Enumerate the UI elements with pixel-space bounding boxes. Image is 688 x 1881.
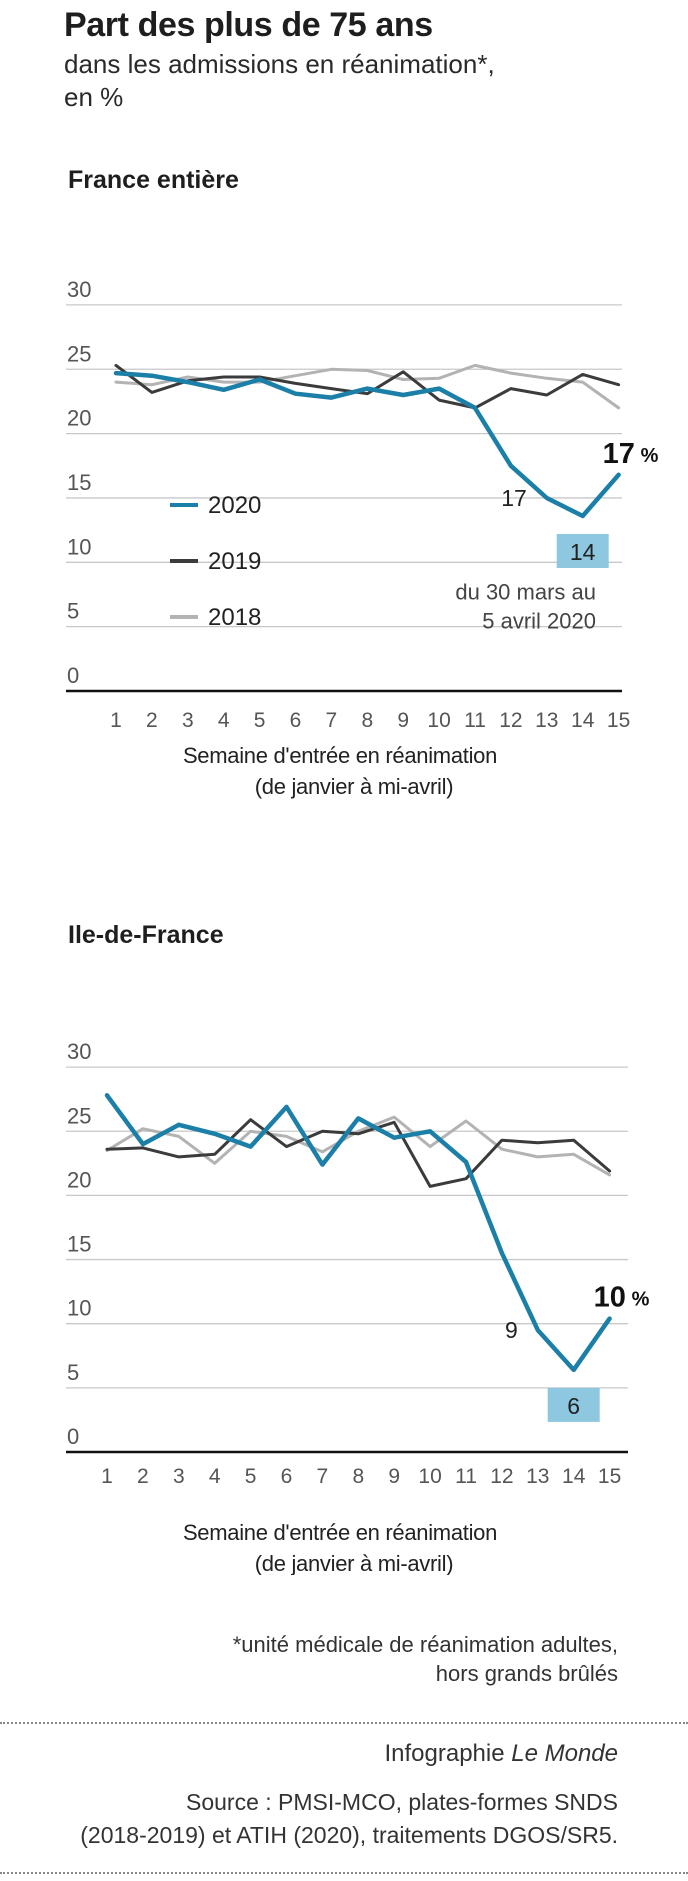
x-tick-label: 6 xyxy=(281,1465,293,1488)
series-line-2020 xyxy=(104,1093,612,1373)
annotation-week13-value: 17 xyxy=(501,485,527,511)
series-line-2019 xyxy=(105,1118,612,1188)
annotation-period-line-1: du 30 mars au xyxy=(455,579,596,604)
legend-label-2018: 2018 xyxy=(208,604,261,631)
x-tick-label: 7 xyxy=(317,1465,329,1488)
annotation-period-line-2: 5 avril 2020 xyxy=(482,608,596,633)
source-line-2: (2018-2019) et ATIH (2020), traitements … xyxy=(80,1822,618,1848)
annotation-end-unit: % xyxy=(641,445,659,467)
x-tick-label: 3 xyxy=(173,1465,185,1488)
subtitle-line-1: dans les admissions en réanimation*, xyxy=(64,49,495,79)
x-tick-label: 15 xyxy=(607,709,630,732)
series-line-2020 xyxy=(113,370,621,519)
x-tick-label: 8 xyxy=(352,1465,364,1488)
annotation-week14-value: 6 xyxy=(567,1393,580,1419)
annotation-week14-box xyxy=(556,533,609,568)
x-axis-sublabel: (de janvier à mi-avril) xyxy=(255,774,453,799)
x-tick-label: 12 xyxy=(499,709,522,732)
x-tick-label: 14 xyxy=(571,709,595,732)
y-tick-label: 20 xyxy=(67,406,91,431)
series-line-2018 xyxy=(105,1115,612,1177)
x-tick-label: 1 xyxy=(110,709,122,732)
y-tick-label: 25 xyxy=(67,1103,91,1128)
legend-label-2020: 2020 xyxy=(208,492,261,519)
x-axis-sublabel: (de janvier à mi-avril) xyxy=(255,1551,453,1575)
x-axis-label: Semaine d'entrée en réanimation xyxy=(183,1520,497,1545)
y-tick-label: 5 xyxy=(67,1360,79,1385)
divider-top xyxy=(0,1722,688,1724)
y-tick-label: 0 xyxy=(67,1424,79,1449)
footnote: *unité médicale de réanimation adultes, … xyxy=(233,1630,618,1688)
credit-prefix: Infographie xyxy=(384,1740,512,1767)
x-tick-label: 5 xyxy=(254,709,266,732)
annotation-end-value: 10 xyxy=(594,1282,626,1314)
annotation-week13-value: 9 xyxy=(505,1317,518,1343)
source-line-1: Source : PMSI-MCO, plates-formes SNDS xyxy=(186,1789,618,1815)
page-subtitle: dans les admissions en réanimation*, en … xyxy=(64,48,624,114)
annotation-end-unit: % xyxy=(632,1289,650,1311)
x-axis-label: Semaine d'entrée en réanimation xyxy=(183,743,497,768)
section-title: France entière xyxy=(68,166,239,194)
x-tick-label: 4 xyxy=(209,1465,221,1488)
source: Source : PMSI-MCO, plates-formes SNDS (2… xyxy=(0,1786,618,1852)
x-tick-label: 15 xyxy=(598,1465,621,1488)
annotation-week14-box xyxy=(547,1387,600,1422)
x-tick-label: 9 xyxy=(388,1465,400,1488)
x-tick-label: 10 xyxy=(427,709,450,732)
credit-brand: Le Monde xyxy=(511,1740,618,1767)
y-tick-label: 30 xyxy=(67,1039,91,1064)
x-tick-label: 13 xyxy=(535,709,558,732)
y-tick-label: 5 xyxy=(67,599,79,624)
x-tick-label: 13 xyxy=(526,1465,549,1488)
page-title: Part des plus de 75 ans xyxy=(64,6,433,44)
footnote-line-2: hors grands brûlés xyxy=(435,1661,618,1686)
x-tick-label: 2 xyxy=(146,709,158,732)
y-tick-label: 20 xyxy=(67,1167,91,1192)
x-tick-label: 7 xyxy=(326,709,338,732)
credit: Infographie Le Monde xyxy=(384,1740,618,1768)
subtitle-line-2: en % xyxy=(64,82,124,112)
x-tick-label: 8 xyxy=(361,709,373,732)
x-tick-label: 4 xyxy=(218,709,230,732)
x-tick-label: 11 xyxy=(455,1465,477,1488)
annotation-week14-value: 14 xyxy=(570,539,596,565)
y-tick-label: 0 xyxy=(67,663,79,688)
x-tick-label: 9 xyxy=(397,709,409,732)
x-tick-label: 6 xyxy=(290,709,302,732)
legend-label-2019: 2019 xyxy=(208,548,261,575)
y-tick-label: 10 xyxy=(67,1296,91,1321)
footnote-line-1: *unité médicale de réanimation adultes, xyxy=(232,1632,618,1657)
series-line-2019 xyxy=(114,363,621,410)
x-tick-label: 2 xyxy=(137,1465,149,1488)
y-tick-label: 25 xyxy=(67,341,91,366)
annotation-end-value: 17 xyxy=(603,438,635,470)
x-tick-label: 1 xyxy=(101,1465,113,1488)
x-tick-label: 14 xyxy=(562,1465,586,1488)
divider-bottom xyxy=(0,1872,688,1874)
x-tick-label: 11 xyxy=(464,709,486,732)
y-tick-label: 10 xyxy=(67,534,91,559)
section-title: Ile-de-France xyxy=(68,921,224,949)
x-tick-label: 5 xyxy=(245,1465,257,1488)
y-tick-label: 15 xyxy=(67,1232,91,1257)
y-tick-label: 15 xyxy=(67,470,91,495)
x-tick-label: 3 xyxy=(182,709,194,732)
x-tick-label: 12 xyxy=(490,1465,513,1488)
y-tick-label: 30 xyxy=(67,277,91,302)
x-tick-label: 10 xyxy=(418,1465,441,1488)
